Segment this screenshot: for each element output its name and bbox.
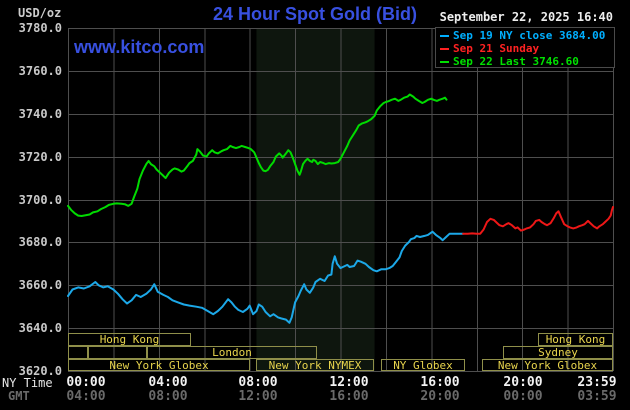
session-box-ny-globex: NY Globex [381,359,465,371]
session-box-sydney: Sydney [503,346,613,359]
chart-legend: Sep 19 NY close 3684.00 Sep 21 Sunday Se… [435,27,615,68]
y-tick-label: 3780.0 [18,21,62,35]
x-tick-ny-time: 04:00 [148,375,188,390]
session-box-new-york-globex: New York Globex [482,359,613,371]
x-axis-row-label-gmt: GMT [8,389,30,403]
session-box-london: London [147,346,317,359]
y-axis-unit-label: USD/oz [18,6,62,20]
chart-datetime: September 22, 2025 16:40 [439,10,613,24]
x-axis-row-label-ny-time: NY Time [2,376,53,390]
legend-entry-sep21: Sep 21 Sunday [440,42,614,55]
y-tick-label: 3620.0 [18,364,62,378]
session-box-hong-kong: Hong Kong [538,333,613,346]
session-box-hong-kong: Hong Kong [68,333,191,346]
legend-label: Sep 21 Sunday [453,42,540,55]
x-tick-gmt: 00:00 [503,389,543,404]
legend-dash-icon [440,47,449,50]
legend-entry-sep19: Sep 19 NY close 3684.00 [440,29,614,42]
x-tick-gmt: 08:00 [148,389,188,404]
y-tick-label: 3680.0 [18,235,62,249]
x-tick-gmt: 04:00 [66,389,106,404]
x-tick-ny-time: 23:59 [577,375,617,390]
x-tick-gmt: 12:00 [238,389,278,404]
price-line-sep19 [67,230,465,324]
y-tick-label: 3720.0 [18,150,62,164]
y-tick-label: 3740.0 [18,107,62,121]
x-tick-gmt: 03:59 [577,389,617,404]
page-title: 24 Hour Spot Gold (Bid) [213,4,417,24]
x-tick-ny-time: 12:00 [329,375,369,390]
session-box-new-york-globex: New York Globex [68,359,250,371]
price-line-sep21 [462,206,614,235]
x-tick-gmt: 16:00 [329,389,369,404]
price-line-sep22 [67,93,448,217]
x-tick-ny-time: 20:00 [503,375,543,390]
legend-label: Sep 19 NY close 3684.00 [453,29,606,42]
x-tick-ny-time: 08:00 [238,375,278,390]
y-tick-label: 3760.0 [18,64,62,78]
legend-dash-icon [440,60,449,63]
session-box-empty [88,346,147,359]
legend-dash-icon [440,34,449,37]
x-tick-gmt: 20:00 [420,389,460,404]
x-tick-ny-time: 00:00 [66,375,106,390]
y-tick-label: 3700.0 [18,193,62,207]
session-box-new-york-nymex: New York NYMEX [256,359,374,371]
kitco-watermark-link[interactable]: www.kitco.com [74,37,205,57]
legend-label: Sep 22 Last 3746.60 [453,55,579,68]
y-tick-label: 3660.0 [18,278,62,292]
y-tick-label: 3640.0 [18,321,62,335]
session-box-empty [68,346,88,359]
legend-entry-sep22: Sep 22 Last 3746.60 [440,55,614,68]
nymex-session-band [256,28,375,371]
x-tick-ny-time: 16:00 [420,375,460,390]
